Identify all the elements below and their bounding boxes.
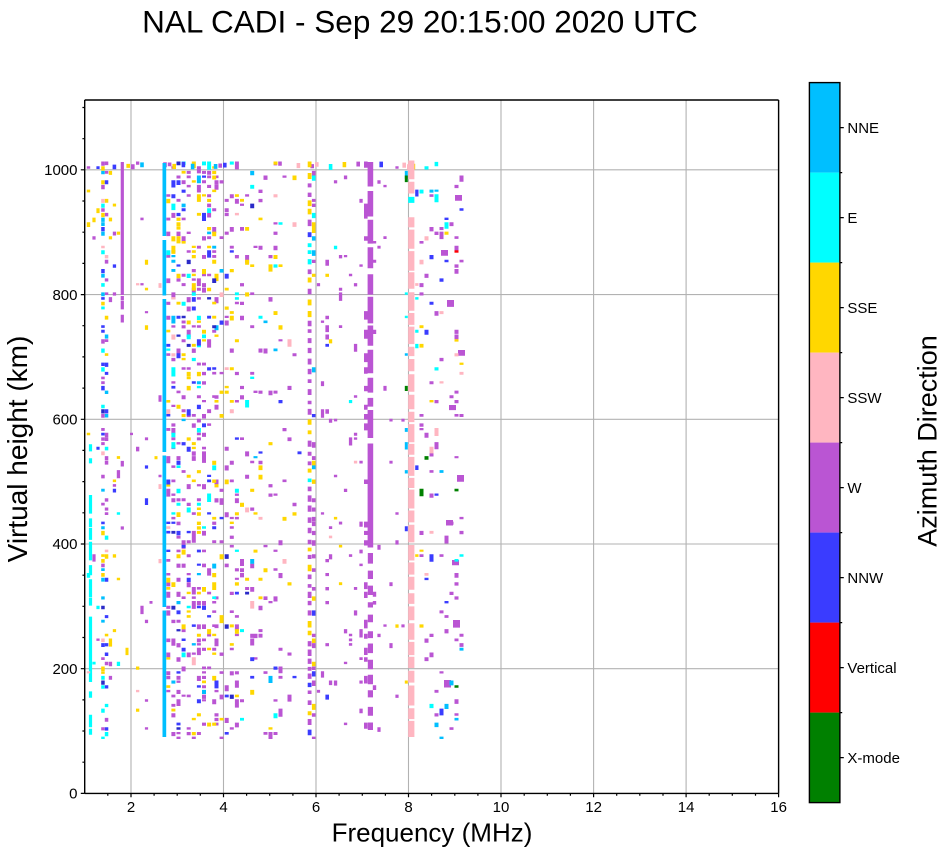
- svg-text:800: 800: [52, 287, 77, 304]
- svg-text:8: 8: [404, 799, 412, 816]
- svg-text:Virtual height (km): Virtual height (km): [2, 336, 33, 563]
- svg-text:4: 4: [219, 799, 227, 816]
- svg-text:NNE: NNE: [847, 120, 879, 137]
- svg-text:12: 12: [585, 799, 602, 816]
- svg-text:NNW: NNW: [847, 570, 884, 587]
- svg-text:600: 600: [52, 412, 77, 429]
- svg-text:0: 0: [69, 786, 77, 803]
- svg-text:16: 16: [770, 799, 787, 816]
- svg-text:SSE: SSE: [847, 300, 877, 317]
- svg-text:Frequency (MHz): Frequency (MHz): [332, 818, 533, 848]
- svg-text:SSW: SSW: [847, 390, 882, 407]
- svg-text:E: E: [847, 210, 857, 227]
- svg-text:1000: 1000: [44, 162, 77, 179]
- svg-text:14: 14: [678, 799, 695, 816]
- svg-text:6: 6: [312, 799, 320, 816]
- svg-text:Vertical: Vertical: [847, 660, 896, 677]
- svg-text:400: 400: [52, 536, 77, 553]
- svg-text:2: 2: [127, 799, 135, 816]
- svg-text:10: 10: [493, 799, 510, 816]
- svg-text:X-mode: X-mode: [847, 750, 900, 767]
- svg-text:Azimuth Direction: Azimuth Direction: [913, 335, 943, 547]
- svg-text:NAL CADI - Sep 29 20:15:00 202: NAL CADI - Sep 29 20:15:00 2020 UTC: [142, 4, 698, 40]
- svg-text:200: 200: [52, 661, 77, 678]
- svg-text:W: W: [847, 480, 862, 497]
